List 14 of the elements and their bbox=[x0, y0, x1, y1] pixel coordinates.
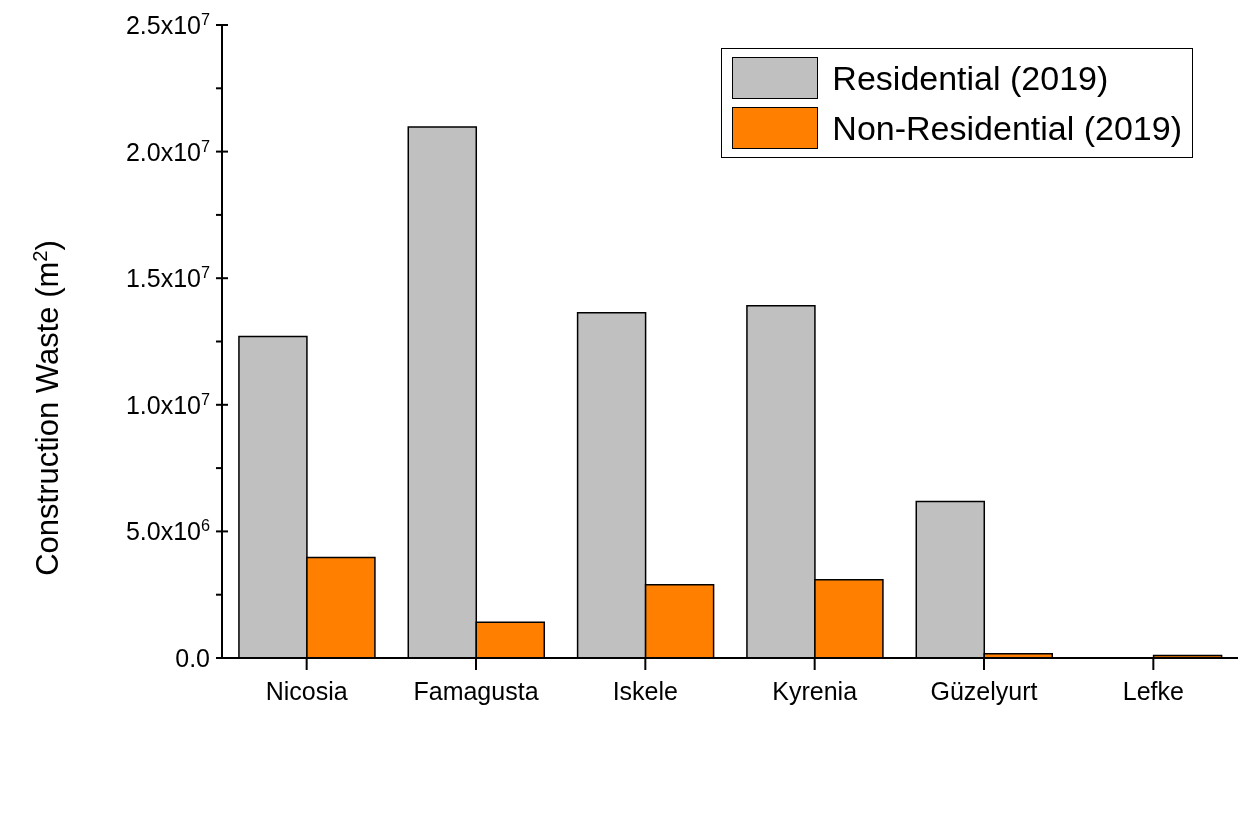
y-tick-label: 1.5x10$^{7}$ bbox=[125, 263, 210, 293]
x-tick-label: Lefke bbox=[1122, 676, 1184, 705]
x-tick-label: Kyrenia bbox=[772, 676, 858, 705]
x-tick-label: Famagusta bbox=[413, 676, 539, 705]
y-tick-label: 2.0x10$^{7}$ bbox=[125, 136, 210, 166]
x-tick-label: Iskele bbox=[612, 676, 678, 705]
x-tick-label: Nicosia bbox=[265, 676, 348, 705]
x-tick-label: Güzelyurt bbox=[930, 676, 1038, 705]
legend-label: Residential (2019) bbox=[832, 58, 1109, 98]
legend-label: Non-Residential (2019) bbox=[832, 108, 1182, 148]
y-tick-label: 5.0x10$^{6}$ bbox=[125, 516, 210, 546]
y-tick-label: 0.0 bbox=[175, 644, 210, 672]
y-tick-label: 2.5x10$^{7}$ bbox=[125, 10, 210, 39]
y-tick-label: 1.0x10$^{7}$ bbox=[125, 389, 210, 419]
